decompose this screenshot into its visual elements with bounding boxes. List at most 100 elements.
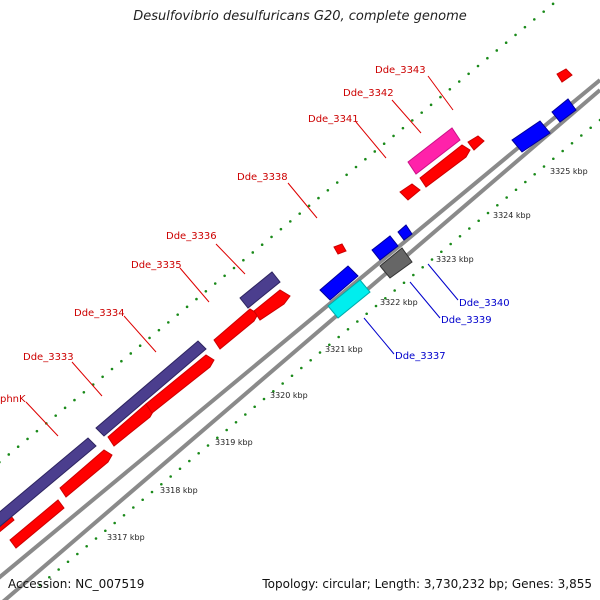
guide-dot (374, 304, 378, 308)
gene-box (379, 247, 413, 279)
guide-dot (317, 196, 320, 200)
guide-dot (486, 56, 489, 60)
guide-dot (335, 181, 339, 184)
guide-dot (242, 258, 245, 262)
guide-dot (66, 560, 70, 564)
gene-labels: Dde_3343 Dde_3342 Dde_3341 Dde_3338 Dde_3336… (0, 65, 510, 405)
gene-label-dde_3334: Dde_3334 (74, 308, 125, 319)
guide-dot (76, 552, 79, 556)
gene-label-dde_3337: Dde_3337 (395, 351, 446, 362)
kbp-tick-label: 3321 kbp (325, 345, 363, 354)
gene-label-dde_3336: Dde_3336 (166, 231, 217, 242)
guide-dot (495, 49, 499, 52)
guide-dot (26, 437, 29, 441)
reverse-genes (319, 98, 577, 319)
guide-dot (85, 544, 88, 548)
guide-dot (35, 429, 39, 433)
forward-genes (0, 68, 573, 549)
gene-arrow (213, 308, 259, 350)
gene-box (407, 127, 461, 175)
guide-dot (298, 212, 301, 215)
guide-dot (542, 10, 545, 13)
gene-arrow (9, 499, 65, 549)
guide-dot (0, 461, 1, 464)
guide-dot (54, 414, 57, 417)
gene-label-dde_3333: Dde_3333 (23, 352, 74, 363)
guide-dot (160, 482, 163, 486)
guide-dot (439, 95, 442, 99)
kbp-tick-label: 3323 kbp (436, 255, 474, 264)
gene-arrow (556, 68, 573, 83)
guide-dot (232, 266, 236, 270)
guide-dot (307, 204, 311, 208)
guide-dot (448, 88, 452, 91)
guide-dot (157, 328, 161, 332)
guide-dot (176, 313, 179, 316)
guide-dot (141, 498, 144, 502)
guide-dot (132, 506, 135, 509)
guide-dot (270, 235, 273, 239)
guide-dot (382, 142, 386, 145)
kbp-tick-label: 3320 kbp (270, 391, 308, 400)
guide-dot (496, 203, 499, 207)
guide-dot (429, 103, 433, 107)
guide-dot (542, 165, 546, 168)
guide-dot (430, 258, 434, 261)
guide-dot (393, 289, 396, 292)
guide-dot (468, 227, 471, 230)
guide-dot (281, 382, 284, 385)
guide-dot (524, 180, 527, 184)
guide-dot (561, 149, 564, 153)
kbp-tick-label: 3325 kbp (550, 167, 588, 176)
gene-box (327, 279, 371, 319)
guide-dot (290, 374, 294, 378)
guide-dot (533, 18, 536, 21)
guide-dot (169, 475, 172, 478)
guide-dot (279, 227, 283, 231)
guide-dot (185, 305, 189, 309)
guide-dot (272, 389, 275, 393)
gene-label-dde_3335: Dde_3335 (131, 260, 182, 271)
guide-dot (440, 250, 443, 254)
guide-dot (244, 413, 247, 416)
guide-dot (365, 312, 368, 316)
guide-dot (188, 459, 191, 463)
gene-label-dde_3341: Dde_3341 (308, 114, 359, 125)
guide-dot (551, 2, 555, 6)
guide-dot (402, 281, 406, 285)
gene-arrow (511, 120, 551, 153)
feature-genes-upper (0, 127, 461, 527)
guide-dot (504, 41, 508, 44)
guide-dot (300, 366, 303, 370)
gene-arrow (419, 144, 471, 188)
gene-label-phnk: phnK (0, 394, 26, 405)
guide-dot (364, 157, 367, 161)
guide-dot (411, 119, 414, 122)
guide-dot (225, 428, 228, 432)
gene-arrow (551, 98, 577, 123)
guide-dot (318, 351, 322, 354)
guide-dot (354, 165, 358, 169)
guide-dot (421, 265, 424, 269)
backbone-line-upper (0, 78, 600, 580)
guide-dot (356, 320, 359, 323)
guide-dot (150, 490, 154, 494)
guide-dot (533, 172, 536, 176)
gene-label-dde_3340: Dde_3340 (459, 298, 510, 309)
kbp-tick-labels: 3317 kbp 3318 kbp 3319 kbp 3320 kbp 3321 kbp… (107, 167, 588, 542)
guide-dot (401, 126, 405, 130)
guide-dot (467, 72, 470, 76)
guide-dot (122, 513, 126, 517)
gene-arrow (59, 449, 113, 498)
guide-dot (38, 583, 42, 587)
gene-arrow (371, 235, 399, 261)
kbp-tick-label: 3319 kbp (215, 438, 253, 447)
gene-label-dde_3342: Dde_3342 (343, 88, 394, 99)
guide-dot (262, 397, 266, 401)
gene-box (95, 340, 207, 437)
guide-dot (129, 352, 133, 355)
guide-dot (570, 141, 574, 145)
guide-dot (457, 80, 461, 83)
